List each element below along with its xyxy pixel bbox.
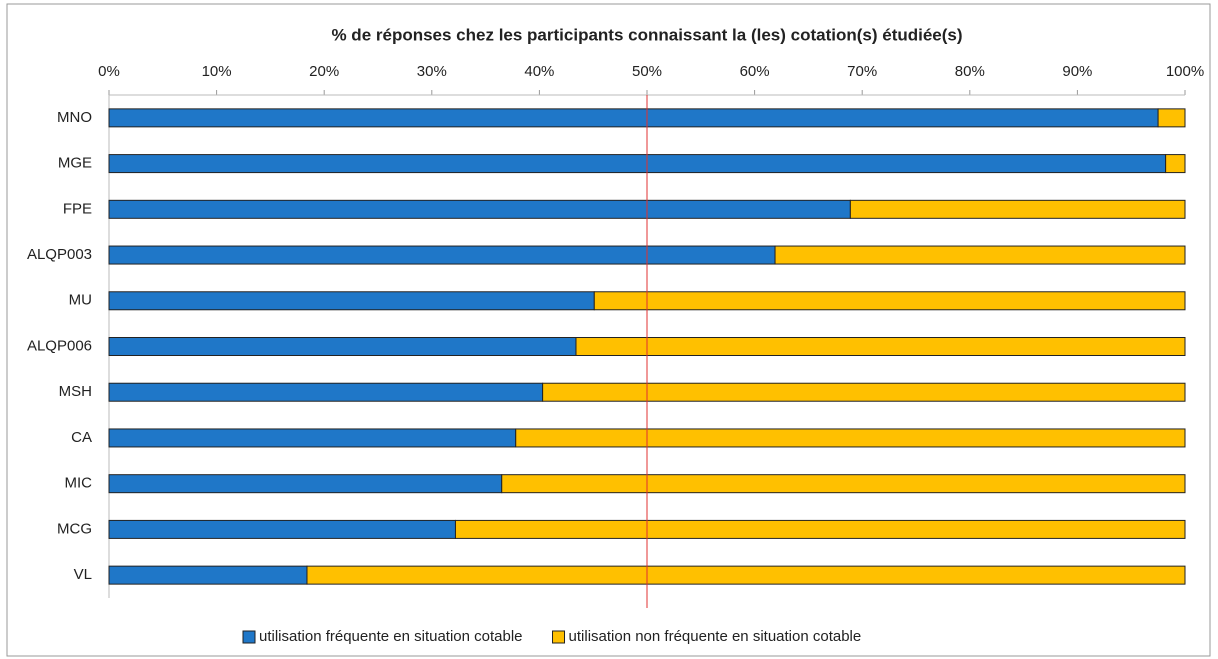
y-tick-label: MGE <box>58 155 92 172</box>
legend-swatch <box>242 630 256 644</box>
y-tick-label: ALQP003 <box>27 246 92 263</box>
y-tick-label: FPE <box>63 200 92 217</box>
bar-segment <box>108 245 776 265</box>
bar-segment <box>108 519 456 539</box>
x-tick-label: 0% <box>98 63 120 80</box>
bar-segment <box>454 519 1186 539</box>
x-tick-label: 10% <box>202 63 232 80</box>
bar-segment <box>515 428 1186 448</box>
bar-segment <box>108 199 851 219</box>
x-tick-label: 60% <box>740 63 770 80</box>
y-tick-label: ALQP006 <box>27 337 92 354</box>
chart-border <box>6 3 1211 657</box>
bar-segment <box>1157 108 1186 128</box>
y-tick-label: MCG <box>57 520 92 537</box>
bar-segment <box>575 337 1186 356</box>
x-tick-label: 100% <box>1166 63 1204 80</box>
bar-segment <box>542 382 1186 402</box>
bar-segment <box>108 337 577 356</box>
bar-segment <box>1165 154 1186 174</box>
y-tick-label: MSH <box>59 383 92 400</box>
y-tick-label: MIC <box>65 475 93 492</box>
x-tick-label: 50% <box>632 63 662 80</box>
bar-segment <box>108 428 517 448</box>
x-tick-label: 20% <box>309 63 339 80</box>
bar-segment <box>108 382 544 402</box>
x-tick-label: 40% <box>524 63 554 80</box>
x-tick-label: 30% <box>417 63 447 80</box>
bar-segment <box>108 154 1167 174</box>
y-tick-label: VL <box>74 566 92 583</box>
bar-segment <box>108 565 308 585</box>
bar-segment <box>593 291 1186 311</box>
legend-label: utilisation non fréquente en situation c… <box>569 628 862 645</box>
legend-swatch <box>552 630 566 644</box>
bar-segment <box>306 565 1186 585</box>
bar-segment <box>108 108 1159 128</box>
bar-segment <box>774 245 1186 265</box>
bar-segment <box>849 199 1186 219</box>
y-tick-label: MNO <box>57 109 92 126</box>
x-tick-label: 80% <box>955 63 985 80</box>
x-tick-label: 90% <box>1062 63 1092 80</box>
bar-segment <box>501 474 1186 494</box>
bar-segment <box>108 291 595 311</box>
y-tick-label: CA <box>71 429 92 446</box>
bar-segment <box>108 474 503 494</box>
legend-label: utilisation fréquente en situation cotab… <box>259 628 523 645</box>
y-tick-label: MU <box>69 292 92 309</box>
chart-title: % de réponses chez les participants conn… <box>331 25 962 44</box>
x-tick-label: 70% <box>847 63 877 80</box>
